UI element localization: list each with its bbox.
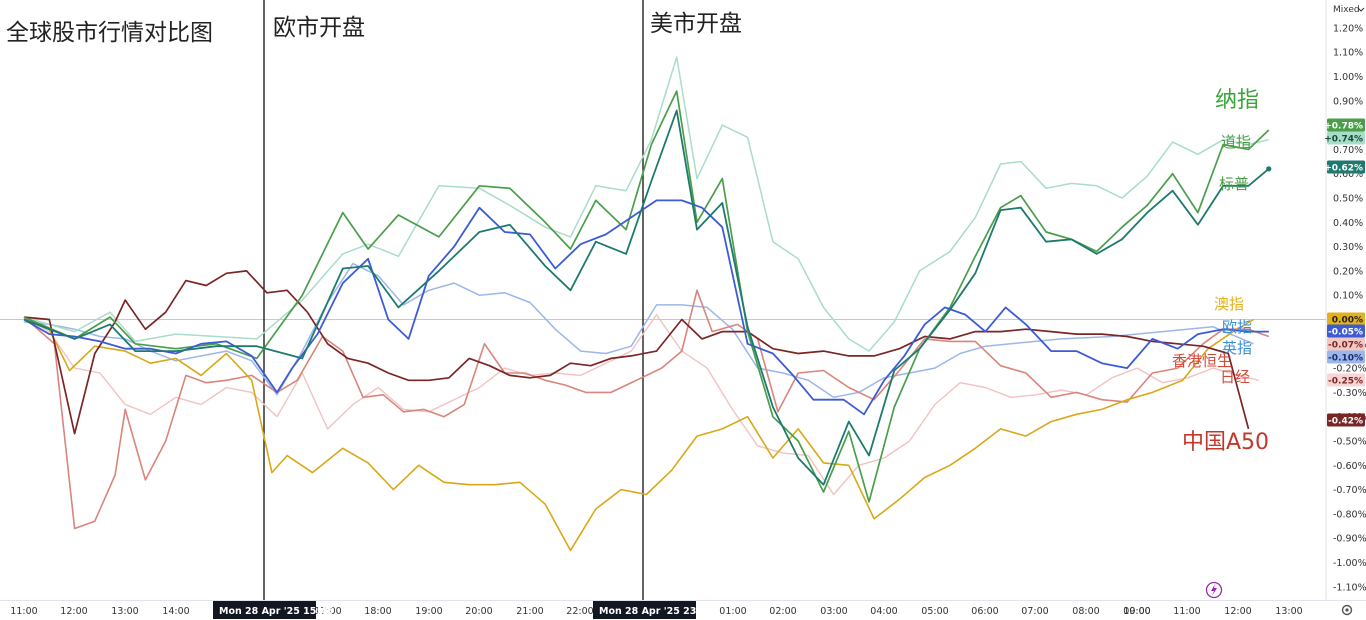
europe-open-title: 欧市开盘 xyxy=(273,15,365,41)
y-tick-label: 0.70% xyxy=(1333,145,1363,156)
svg-text:-0.10%: -0.10% xyxy=(1328,354,1363,364)
scale-mode-selector[interactable]: Mixed xyxy=(1333,5,1360,15)
x-tick-label: 20:00 xyxy=(465,606,492,617)
x-tick-label: 05:00 xyxy=(921,606,948,617)
svg-text:-0.25%: -0.25% xyxy=(1328,377,1363,387)
chevron-down-icon[interactable] xyxy=(1357,7,1365,12)
y-tick-label: -0.60% xyxy=(1333,461,1366,472)
x-tick-label: 04:00 xyxy=(870,606,897,617)
x-tick-label: 01:00 xyxy=(719,606,746,617)
y-tick-label: 1.20% xyxy=(1333,23,1363,34)
x-tick-label: 06:00 xyxy=(971,606,998,617)
price-badge-euro: -0.05% xyxy=(1327,324,1365,338)
series-line-euro xyxy=(23,199,1269,416)
svg-text:-0.07%: -0.07% xyxy=(1328,341,1363,351)
x-tick-label: 10:00 xyxy=(1123,606,1150,617)
europe-time-marker: Mon 28 Apr '25 15:45 xyxy=(213,601,333,619)
price-badge-dow: +0.74% xyxy=(1324,131,1365,145)
x-tick-label: 12:00 xyxy=(1224,606,1251,617)
series-line-nikkei xyxy=(23,313,1259,496)
y-tick-label: -1.00% xyxy=(1333,558,1366,569)
svg-text:+0.62%: +0.62% xyxy=(1324,164,1363,174)
us-time-marker: Mon 28 Apr '25 23:15 xyxy=(593,601,713,619)
price-badges: +0.78% +0.74% +0.62% 0.00% -0.05% -0.07% -0.10… xyxy=(1324,118,1365,427)
x-tick-label: 13:00 xyxy=(1275,606,1302,617)
x-tick-label: 21:00 xyxy=(516,606,543,617)
y-tick-label: 0.40% xyxy=(1333,218,1363,229)
x-tick-label: 11:00 xyxy=(10,606,37,617)
y-tick-label: 0.30% xyxy=(1333,242,1363,253)
x-axis: 11:00 12:00 13:00 14:00 17:00 18:00 19:00 20:00… xyxy=(10,606,1302,617)
svg-text:+0.78%: +0.78% xyxy=(1324,122,1363,132)
price-badge-sp500: +0.62% xyxy=(1324,160,1365,174)
x-tick-label: 17:00 xyxy=(314,606,341,617)
y-tick-label: -0.80% xyxy=(1333,509,1366,520)
label-nikkei: 日经 xyxy=(1220,368,1250,386)
y-tick-label: 1.10% xyxy=(1333,48,1363,59)
main-title: 全球股市行情对比图 xyxy=(6,20,213,46)
price-badge-aus: 0.00% xyxy=(1327,312,1365,326)
series-line-uk xyxy=(23,262,1254,399)
y-tick-label: -0.70% xyxy=(1333,485,1366,496)
x-tick-label: 13:00 xyxy=(111,606,138,617)
series-line-a50 xyxy=(23,270,1250,435)
y-tick-label: -0.30% xyxy=(1333,388,1366,399)
svg-text:-0.05%: -0.05% xyxy=(1328,328,1363,338)
x-tick-label: 14:00 xyxy=(162,606,189,617)
label-aus: 澳指 xyxy=(1214,295,1244,313)
price-badge-uk: -0.10% xyxy=(1327,350,1365,364)
y-tick-label: 0.60% xyxy=(1333,169,1363,180)
gear-icon[interactable] xyxy=(1341,604,1353,616)
svg-text:-0.42%: -0.42% xyxy=(1328,417,1363,427)
series-line-aus xyxy=(23,316,1255,552)
y-tick-label: 1.00% xyxy=(1333,72,1363,83)
label-a50: 中国A50 xyxy=(1182,430,1269,455)
label-euro: 欧指 xyxy=(1222,318,1252,336)
series-layer xyxy=(23,56,1272,552)
price-badge-nikkei: -0.25% xyxy=(1327,373,1365,387)
label-sp500: 标普 xyxy=(1219,175,1249,193)
price-badge-hsi: -0.07% xyxy=(1327,337,1365,351)
x-tick-label: 12:00 xyxy=(60,606,87,617)
label-hsi: 香港恒生 xyxy=(1172,352,1232,370)
price-badge-nasdaq: +0.78% xyxy=(1324,118,1365,132)
series-line-dow xyxy=(23,56,1269,352)
x-tick-label: 11:00 xyxy=(1173,606,1200,617)
lightning-icon[interactable] xyxy=(1205,581,1223,599)
x-tick-label: 03:00 xyxy=(820,606,847,617)
svg-text:Mon 28 Apr '25 15:45: Mon 28 Apr '25 15:45 xyxy=(219,606,333,617)
series-line-hsi xyxy=(23,289,1270,530)
svg-text:+0.74%: +0.74% xyxy=(1324,135,1363,145)
us-open-title: 美市开盘 xyxy=(650,11,742,37)
x-tick-label: 09:00 xyxy=(1123,606,1150,617)
series-end-dot-sp500 xyxy=(1266,166,1272,172)
label-nasdaq: 纳指 xyxy=(1215,88,1259,113)
x-tick-label: 18:00 xyxy=(364,606,391,617)
y-tick-label: -1.10% xyxy=(1333,582,1366,593)
x-tick-label: 22:00 xyxy=(566,606,593,617)
label-uk: 英指 xyxy=(1222,339,1252,357)
y-tick-label: -0.20% xyxy=(1333,364,1366,375)
x-tick-label: 07:00 xyxy=(1021,606,1048,617)
series-line-nasdaq xyxy=(23,90,1270,503)
svg-text:Mon 28 Apr '25 23:15: Mon 28 Apr '25 23:15 xyxy=(599,606,713,617)
price-badge-a50: -0.42% xyxy=(1327,413,1365,427)
label-dow: 道指 xyxy=(1221,133,1251,151)
y-tick-label: 0.50% xyxy=(1333,194,1363,205)
y-tick-label: 0.90% xyxy=(1333,96,1363,107)
y-tick-label: 0.20% xyxy=(1333,266,1363,277)
x-tick-label: 08:00 xyxy=(1072,606,1099,617)
y-tick-label: -0.50% xyxy=(1333,437,1366,448)
series-line-sp500 xyxy=(23,109,1270,486)
y-tick-label: 0.10% xyxy=(1333,291,1363,302)
y-tick-label: -0.90% xyxy=(1333,534,1366,545)
x-tick-label: 02:00 xyxy=(769,606,796,617)
svg-text:0.00%: 0.00% xyxy=(1332,316,1363,326)
x-tick-label: 19:00 xyxy=(415,606,442,617)
